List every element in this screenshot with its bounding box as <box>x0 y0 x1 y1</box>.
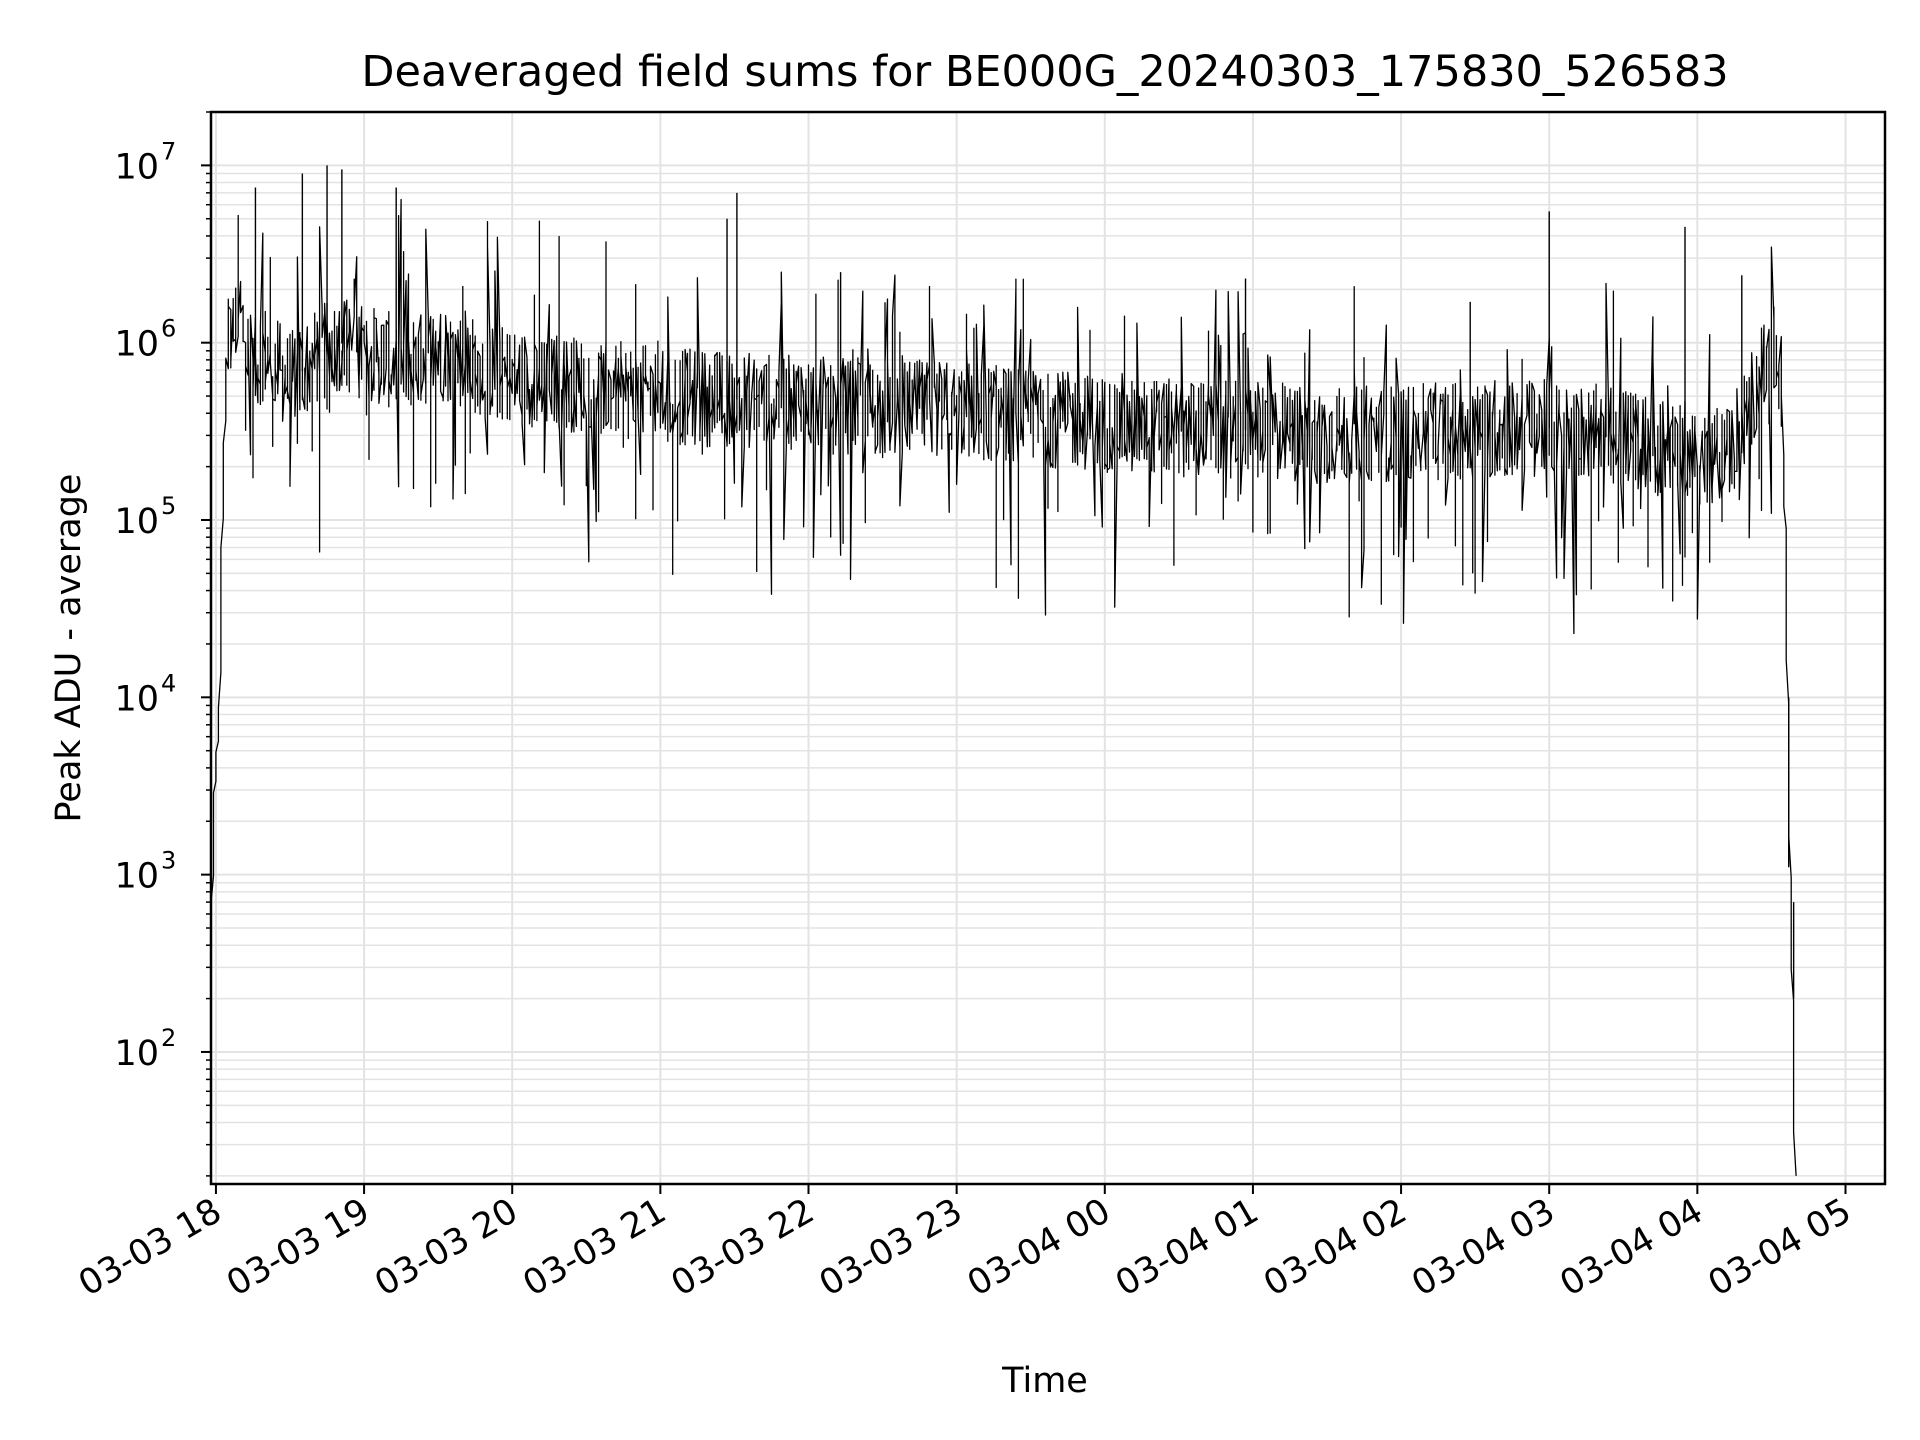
y-tick-exponent: 3 <box>161 847 176 875</box>
y-tick-label: 10 <box>114 1034 159 1074</box>
y-tick-label: 10 <box>114 679 159 719</box>
y-tick-exponent: 7 <box>161 137 176 165</box>
y-axis-label: Peak ADU - average <box>49 474 89 823</box>
y-tick-exponent: 5 <box>161 492 176 520</box>
x-axis-label: Time <box>1001 1361 1088 1401</box>
y-tick-exponent: 4 <box>161 669 176 697</box>
plot-frame <box>209 110 1887 1186</box>
chart-title: Deaveraged field sums for BE000G_2024030… <box>361 47 1728 97</box>
y-tick-exponent: 6 <box>161 315 176 343</box>
y-tick-label: 10 <box>114 325 159 365</box>
series-line <box>210 198 1797 1176</box>
y-tick-label: 10 <box>114 147 159 187</box>
y-tick-exponent: 2 <box>161 1024 176 1052</box>
data-layer <box>210 165 1797 1176</box>
y-tick-label: 10 <box>114 857 159 897</box>
y-tick-label: 10 <box>114 502 159 542</box>
